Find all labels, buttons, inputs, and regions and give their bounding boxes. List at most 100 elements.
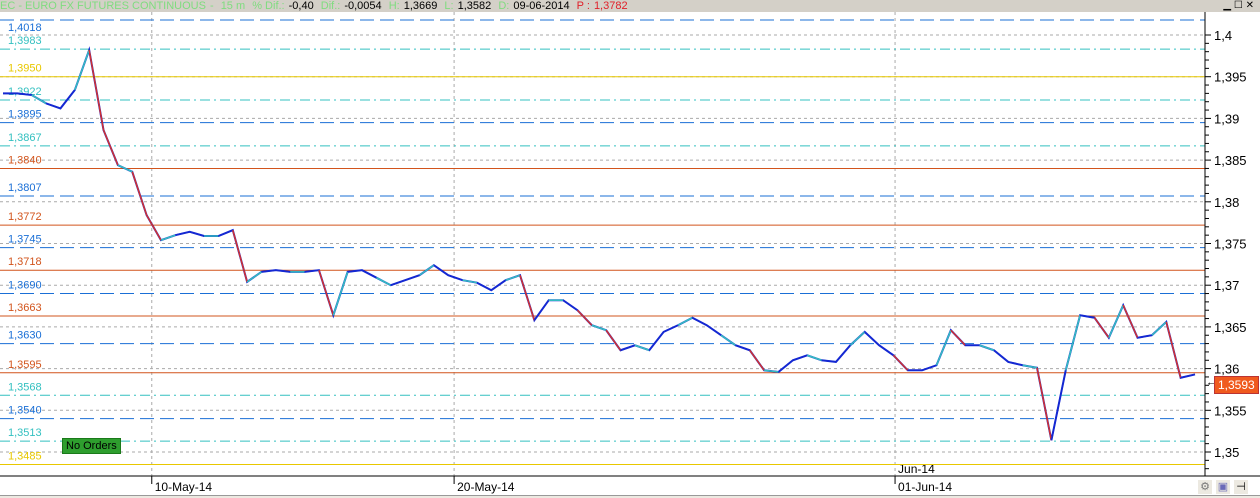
x-tick-label: 10-May-14 — [155, 480, 213, 494]
price-bar — [806, 354, 822, 361]
price-bar — [892, 354, 909, 371]
last-price-arrow-icon: ← — [1206, 376, 1217, 388]
price-bar — [1050, 370, 1067, 441]
date-label: D: — [498, 0, 510, 12]
symbol-title: EC - EURO FX FUTURES CONTINUOUS — [0, 0, 206, 12]
pct-dif-value: -0,40 — [288, 0, 314, 12]
p-value: 1,3782 — [593, 0, 628, 12]
price-bar — [376, 277, 392, 286]
level-label: 1,3867 — [8, 132, 42, 144]
price-bar — [419, 264, 435, 276]
level-label: 1,3540 — [8, 405, 42, 417]
y-tick-label: 1,37 — [1214, 278, 1239, 293]
price-bar — [175, 231, 190, 236]
y-tick-label: 1,36 — [1214, 362, 1239, 377]
price-bar — [605, 329, 622, 351]
price-bar — [620, 344, 636, 351]
pct-dif-label: % Dif.: — [252, 0, 285, 12]
level-label: 1,3663 — [8, 302, 42, 314]
price-bar — [692, 317, 708, 326]
price-chart[interactable]: 1,41,3951,391,3851,381,3751,371,3651,361… — [0, 12, 1260, 495]
price-bar — [88, 49, 105, 131]
price-bar — [275, 269, 291, 273]
y-tick-label: 1,385 — [1214, 153, 1247, 168]
price-bar — [1165, 321, 1182, 378]
price-bar — [160, 234, 176, 241]
price-bar — [1036, 367, 1053, 441]
title-separator: - — [209, 0, 214, 12]
price-bar — [361, 269, 377, 279]
price-bar — [1079, 314, 1095, 319]
pin-icon[interactable]: ⊣ — [1234, 480, 1248, 494]
level-label: 1,3595 — [8, 359, 42, 371]
price-bar — [1151, 321, 1167, 336]
no-orders-badge[interactable]: No Orders — [62, 438, 121, 454]
price-bar — [476, 282, 492, 291]
price-bar — [821, 359, 837, 363]
price-bar — [634, 344, 650, 351]
price-bar — [562, 299, 578, 311]
window-controls[interactable]: ▁ ☐ ✕ — [1223, 0, 1254, 11]
price-bar — [218, 229, 234, 237]
p-label: P : — [576, 0, 590, 12]
price-bar — [591, 324, 607, 331]
y-tick-label: 1,395 — [1214, 70, 1247, 85]
price-bar — [31, 94, 47, 105]
interval: 15 m — [220, 0, 246, 12]
price-bar — [1093, 317, 1110, 339]
price-bar — [835, 344, 851, 363]
price-bar — [921, 364, 937, 371]
price-bar — [864, 331, 880, 346]
price-bar — [764, 369, 779, 373]
price-bar — [1108, 304, 1124, 339]
price-bar — [1065, 315, 1081, 371]
level-label: 1,3690 — [8, 280, 42, 292]
price-bar — [404, 274, 420, 281]
price-line — [3, 46, 1196, 441]
level-label: 1,3745 — [8, 234, 42, 246]
level-label: 1,3983 — [8, 35, 42, 47]
y-tick-label: 1,355 — [1214, 403, 1247, 418]
price-bar — [648, 331, 665, 351]
high-label: H: — [388, 0, 400, 12]
y-tick-label: 1,375 — [1214, 237, 1247, 252]
price-bar — [1180, 373, 1196, 379]
price-bar — [1022, 364, 1038, 369]
high-value: 1,3669 — [403, 0, 438, 12]
level-label: 1,3485 — [8, 451, 42, 463]
price-bar — [117, 164, 133, 173]
price-bar — [1137, 334, 1153, 339]
price-bar — [878, 344, 894, 356]
level-label: 1,3772 — [8, 211, 42, 223]
price-bar — [59, 89, 76, 109]
price-bar — [979, 344, 995, 351]
dif-label: Dif.: — [320, 0, 341, 12]
price-bar — [849, 331, 866, 346]
price-bar — [935, 329, 952, 366]
level-label: 1,3568 — [8, 381, 42, 393]
price-bar — [490, 279, 507, 291]
price-bar — [246, 271, 262, 283]
save-icon[interactable]: ▣ — [1216, 480, 1230, 494]
price-bar — [663, 324, 679, 333]
price-bar — [318, 269, 335, 316]
price-bar — [433, 264, 449, 276]
price-bar — [950, 329, 966, 346]
level-label: 1,3950 — [8, 63, 42, 75]
level-label: 1,3807 — [8, 182, 42, 194]
level-label: 1,3630 — [8, 330, 42, 342]
price-bar — [778, 359, 794, 373]
price-bar — [706, 324, 722, 336]
x-tick-label: 01-Jun-14 — [898, 480, 952, 494]
price-bar — [261, 269, 276, 273]
settings-icon[interactable]: ⚙ — [1198, 480, 1212, 494]
level-label: 1,3922 — [8, 86, 42, 98]
price-bar — [131, 171, 148, 216]
last-price-badge: 1,3593 — [1214, 376, 1259, 394]
level-label: 1,3718 — [8, 256, 42, 268]
price-bar — [720, 334, 736, 346]
bottom-toolbar — [0, 495, 1260, 498]
price-bar — [505, 274, 521, 281]
price-bar — [735, 344, 751, 351]
